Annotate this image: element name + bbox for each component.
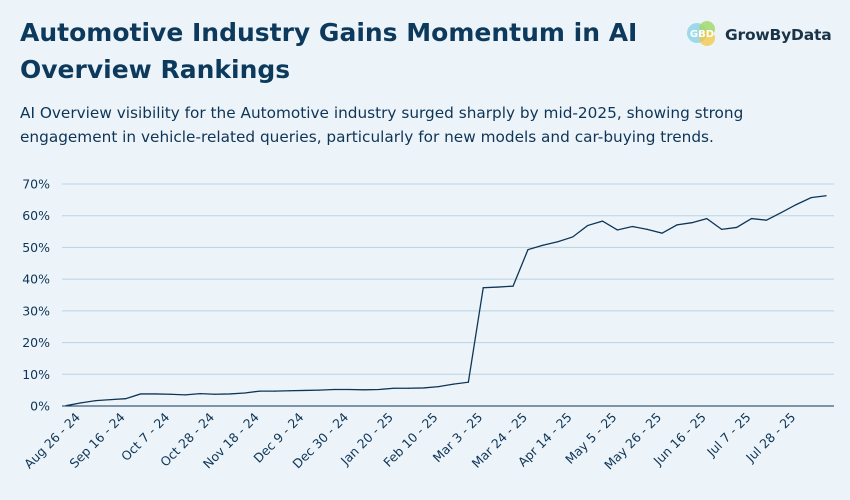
data-point	[303, 389, 306, 392]
data-point	[288, 390, 291, 392]
brand-name: GrowByData	[725, 26, 832, 44]
data-point	[184, 394, 186, 396]
data-point	[616, 229, 618, 231]
data-point	[676, 224, 678, 226]
data-point	[765, 219, 767, 221]
data-point	[363, 389, 365, 391]
data-point	[735, 226, 738, 229]
y-tick-label: 20%	[22, 335, 50, 350]
grid-lines	[62, 183, 834, 407]
data-point	[95, 400, 97, 402]
y-tick-label: 40%	[22, 272, 50, 287]
data-point	[601, 220, 604, 222]
data-point	[65, 405, 67, 407]
growbydata-logo-icon: GBD	[686, 17, 718, 53]
data-point	[333, 388, 335, 391]
data-point	[452, 383, 455, 385]
data-point	[750, 217, 753, 220]
data-point	[378, 388, 380, 391]
data-point	[795, 204, 797, 206]
data-point	[393, 387, 395, 389]
data-point	[214, 393, 216, 395]
data-points	[65, 195, 827, 407]
data-point	[110, 399, 112, 401]
data-point	[169, 393, 171, 395]
data-point	[646, 228, 648, 230]
data-point	[274, 390, 276, 392]
svg-text:GBD: GBD	[690, 29, 714, 40]
data-point	[497, 286, 499, 288]
y-axis-ticks: 0% 10% 20% 30% 40% 50% 60% 70%	[22, 177, 50, 414]
data-point	[259, 390, 261, 392]
y-tick-label: 50%	[22, 240, 50, 255]
data-point	[408, 387, 410, 389]
y-tick-label: 10%	[22, 367, 50, 382]
data-point	[199, 393, 201, 395]
data-point	[825, 195, 827, 197]
data-point	[586, 224, 589, 227]
data-point	[80, 402, 82, 404]
data-point	[154, 393, 157, 395]
data-point	[348, 388, 350, 391]
data-point	[706, 217, 708, 220]
data-point	[572, 236, 574, 238]
data-point	[139, 393, 142, 395]
data-point	[244, 392, 246, 394]
y-tick-label: 0%	[30, 399, 50, 414]
data-point	[229, 393, 231, 395]
data-point	[542, 244, 544, 246]
data-point	[661, 232, 663, 234]
y-tick-label: 60%	[22, 208, 50, 223]
data-point	[527, 249, 529, 251]
data-point	[423, 387, 425, 389]
data-point	[810, 197, 812, 199]
brand-logo: GBD GrowByData	[686, 17, 832, 53]
data-point	[437, 386, 440, 388]
data-point	[631, 225, 633, 228]
y-tick-label: 70%	[22, 177, 50, 192]
data-point	[125, 398, 127, 400]
chart-subtitle: AI Overview visibility for the Automotiv…	[20, 104, 744, 146]
series-line	[65, 195, 827, 407]
data-point	[318, 389, 320, 391]
data-point	[557, 241, 559, 243]
data-point	[691, 222, 693, 224]
data-point	[512, 285, 514, 287]
data-point	[721, 228, 723, 230]
data-point	[482, 287, 484, 289]
chart-title: Automotive Industry Gains Momentum in AI…	[20, 18, 638, 84]
data-point	[780, 211, 782, 214]
y-tick-label: 30%	[22, 303, 50, 318]
data-point	[467, 381, 469, 383]
